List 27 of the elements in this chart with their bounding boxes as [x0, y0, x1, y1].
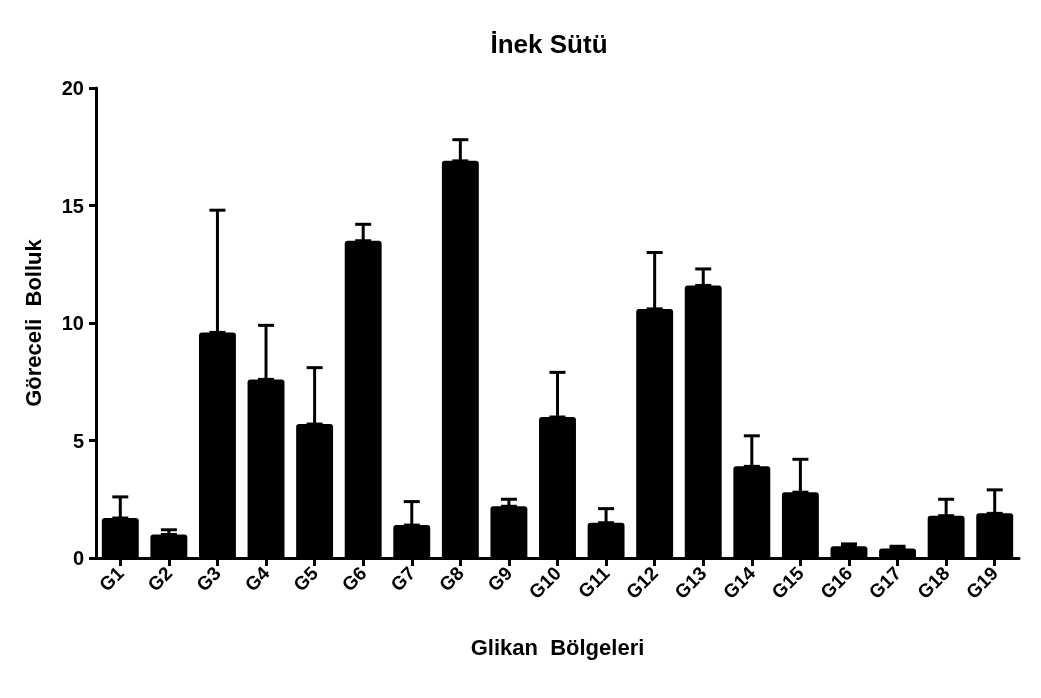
- y-axis-title: Göreceli Bolluk: [20, 238, 46, 407]
- x-tick-label: G1: [94, 562, 129, 596]
- y-tick-label: 10: [61, 312, 84, 334]
- x-tick-label: G11: [574, 562, 614, 603]
- y-tick-label: 0: [72, 547, 84, 569]
- x-tick-label: G2: [143, 562, 177, 596]
- x-tick-label: G5: [289, 562, 323, 596]
- x-tick-label: G14: [719, 562, 760, 603]
- x-tick-label: G10: [524, 562, 565, 603]
- y-tick-label: 15: [61, 194, 84, 217]
- y-tick-label: 5: [72, 429, 84, 452]
- x-tick-label: G9: [483, 562, 517, 596]
- x-tick-label: G6: [337, 562, 371, 596]
- x-tick-label: G4: [240, 562, 274, 596]
- x-tick-label: G18: [913, 562, 954, 603]
- y-tick-label: 20: [61, 77, 84, 99]
- x-tick-label: G12: [621, 562, 663, 603]
- x-tick-label: G17: [864, 562, 905, 603]
- x-tick-label: G8: [435, 562, 468, 596]
- x-tick-label: G3: [192, 562, 225, 596]
- x-axis-title: Glikan Bölgeleri: [470, 634, 645, 660]
- x-tick-label: G19: [961, 562, 1003, 603]
- x-tick-label: G13: [670, 562, 711, 603]
- chart-title: İnek Sütü: [490, 29, 608, 59]
- x-tick-label: G7: [386, 562, 420, 596]
- x-tick-label: G16: [816, 562, 857, 603]
- x-tick-label: G15: [767, 562, 809, 603]
